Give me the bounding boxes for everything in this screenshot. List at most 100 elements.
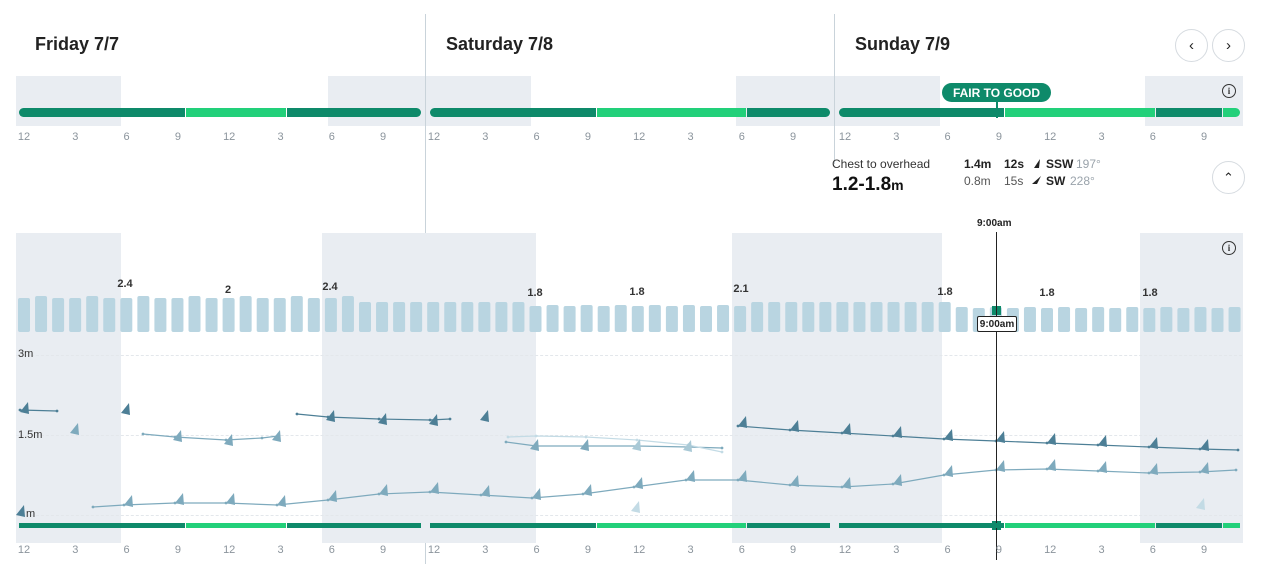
surf-height-bar (734, 306, 747, 332)
surf-height-bar (1023, 307, 1036, 332)
swell-point (720, 446, 724, 450)
surf-height-bar (154, 298, 167, 332)
swell-arrow-icon (277, 495, 286, 507)
surf-height-bar (1041, 308, 1053, 332)
swell-point (428, 418, 432, 422)
rating-segment-good (1223, 523, 1240, 528)
surf-height-bar (376, 302, 389, 332)
gridline (16, 515, 1242, 516)
wave-peak-label: 2.4 (117, 278, 133, 290)
surf-height-bar (52, 298, 65, 332)
surf-height-bar (427, 302, 440, 332)
hour-tick: 12 (427, 131, 441, 143)
rating-segment-good[interactable] (1223, 108, 1240, 117)
wave-peak-label: 2.1 (733, 283, 749, 295)
swell-arrow-icon (634, 477, 643, 489)
surf-height-range: 1.2-1.8m (832, 174, 904, 196)
surf-height-bar (768, 302, 781, 332)
swell-1-degrees: 197° (1076, 157, 1101, 171)
surf-height-bar (205, 298, 218, 332)
prev-day-button[interactable]: ‹ (1175, 29, 1208, 62)
rating-segment-fair-to-good[interactable] (747, 108, 830, 117)
night-shade (835, 76, 940, 126)
surf-height-unit: m (891, 177, 904, 193)
rating-segment-fair-to-good[interactable] (287, 108, 421, 117)
surf-height-bar (461, 302, 474, 332)
day-title-saturday: Saturday 7/8 (446, 34, 554, 54)
hour-tick: 12 (427, 544, 441, 556)
hour-tick: 12 (223, 544, 236, 556)
swell-arrow-icon (1200, 439, 1209, 451)
rating-segment-fair-to-good (430, 523, 596, 528)
hour-tick: 12 (633, 131, 646, 143)
swell-point (448, 417, 452, 421)
info-icon[interactable]: i (1222, 84, 1236, 98)
swell-arrow-icon (1196, 498, 1205, 510)
rating-segment-good[interactable] (597, 108, 746, 117)
swell-arrow-icon (175, 493, 184, 505)
wave-peak-label: 1.8 (1039, 287, 1055, 299)
surf-height-bar (1211, 308, 1224, 332)
wave-peak-label: 2.4 (322, 281, 338, 293)
hour-tick: 6 (123, 131, 130, 143)
swell-arrow-icon (378, 413, 387, 425)
hour-tick: 12 (17, 131, 31, 143)
swell-point (55, 409, 59, 413)
swell-line-primary (737, 425, 1239, 451)
swell-point (504, 440, 508, 444)
swell-arrow-icon (226, 493, 235, 505)
swell-arrow-icon (480, 410, 489, 422)
surf-height-bar (512, 302, 525, 332)
swell-arrow-icon (842, 477, 851, 489)
swell-arrow-icon (738, 416, 747, 428)
night-shade (1140, 233, 1243, 543)
rating-segment-fair-to-good[interactable] (19, 108, 185, 117)
time-cursor[interactable] (996, 232, 997, 560)
swell-arrow-icon (379, 484, 388, 496)
surf-height-bar (819, 302, 832, 332)
info-icon[interactable]: i (1222, 241, 1236, 255)
swell-arrow-icon (326, 410, 335, 422)
swell-arrow-icon (893, 474, 902, 486)
swell-arrow-icon (1149, 463, 1158, 475)
next-day-button[interactable]: › (1212, 29, 1245, 62)
surf-height-bar (222, 298, 235, 332)
hour-tick: 12 (17, 544, 31, 556)
hour-tick: 9 (584, 131, 591, 143)
swell-point (295, 412, 299, 416)
surf-height-bar (614, 305, 627, 332)
rating-segment-good[interactable] (186, 108, 286, 117)
swell-line-fragment (505, 441, 723, 449)
swell-arrow-icon (272, 430, 281, 442)
surf-height-bar (307, 298, 320, 332)
surf-height-bar (1228, 307, 1241, 332)
surf-height-bar (18, 298, 30, 332)
swell-arrow-icon (1047, 459, 1056, 471)
surf-height-bar (495, 302, 508, 332)
hour-tick: 3 (1098, 131, 1105, 143)
hour-tick: 3 (687, 131, 694, 143)
surf-height-bar (273, 298, 286, 332)
surf-height-bar (86, 296, 99, 332)
night-shade (736, 76, 834, 126)
hour-tick: 6 (533, 131, 540, 143)
hour-tick: 12 (1044, 131, 1057, 143)
rating-segment-fair-to-good (287, 523, 421, 528)
rating-segment-fair-to-good[interactable] (839, 108, 1004, 117)
surf-height-bar (478, 302, 491, 332)
swell-arrow-icon (893, 426, 902, 438)
rating-segment-good[interactable] (1005, 108, 1155, 117)
hour-tick: 3 (482, 544, 489, 556)
swell-point (1236, 448, 1240, 452)
surf-height-bar (171, 298, 184, 332)
night-shade (328, 76, 425, 126)
collapse-button[interactable]: ⌃ (1212, 161, 1245, 194)
rating-segment-fair-to-good[interactable] (430, 108, 596, 117)
swell-arrow-icon (1047, 433, 1056, 445)
surf-height-bar (631, 306, 644, 332)
swell-point (720, 450, 724, 454)
surf-height-bar (256, 298, 269, 332)
badge-pointer (996, 102, 998, 118)
swell-arrow-icon (842, 423, 851, 435)
rating-segment-fair-to-good[interactable] (1156, 108, 1222, 117)
